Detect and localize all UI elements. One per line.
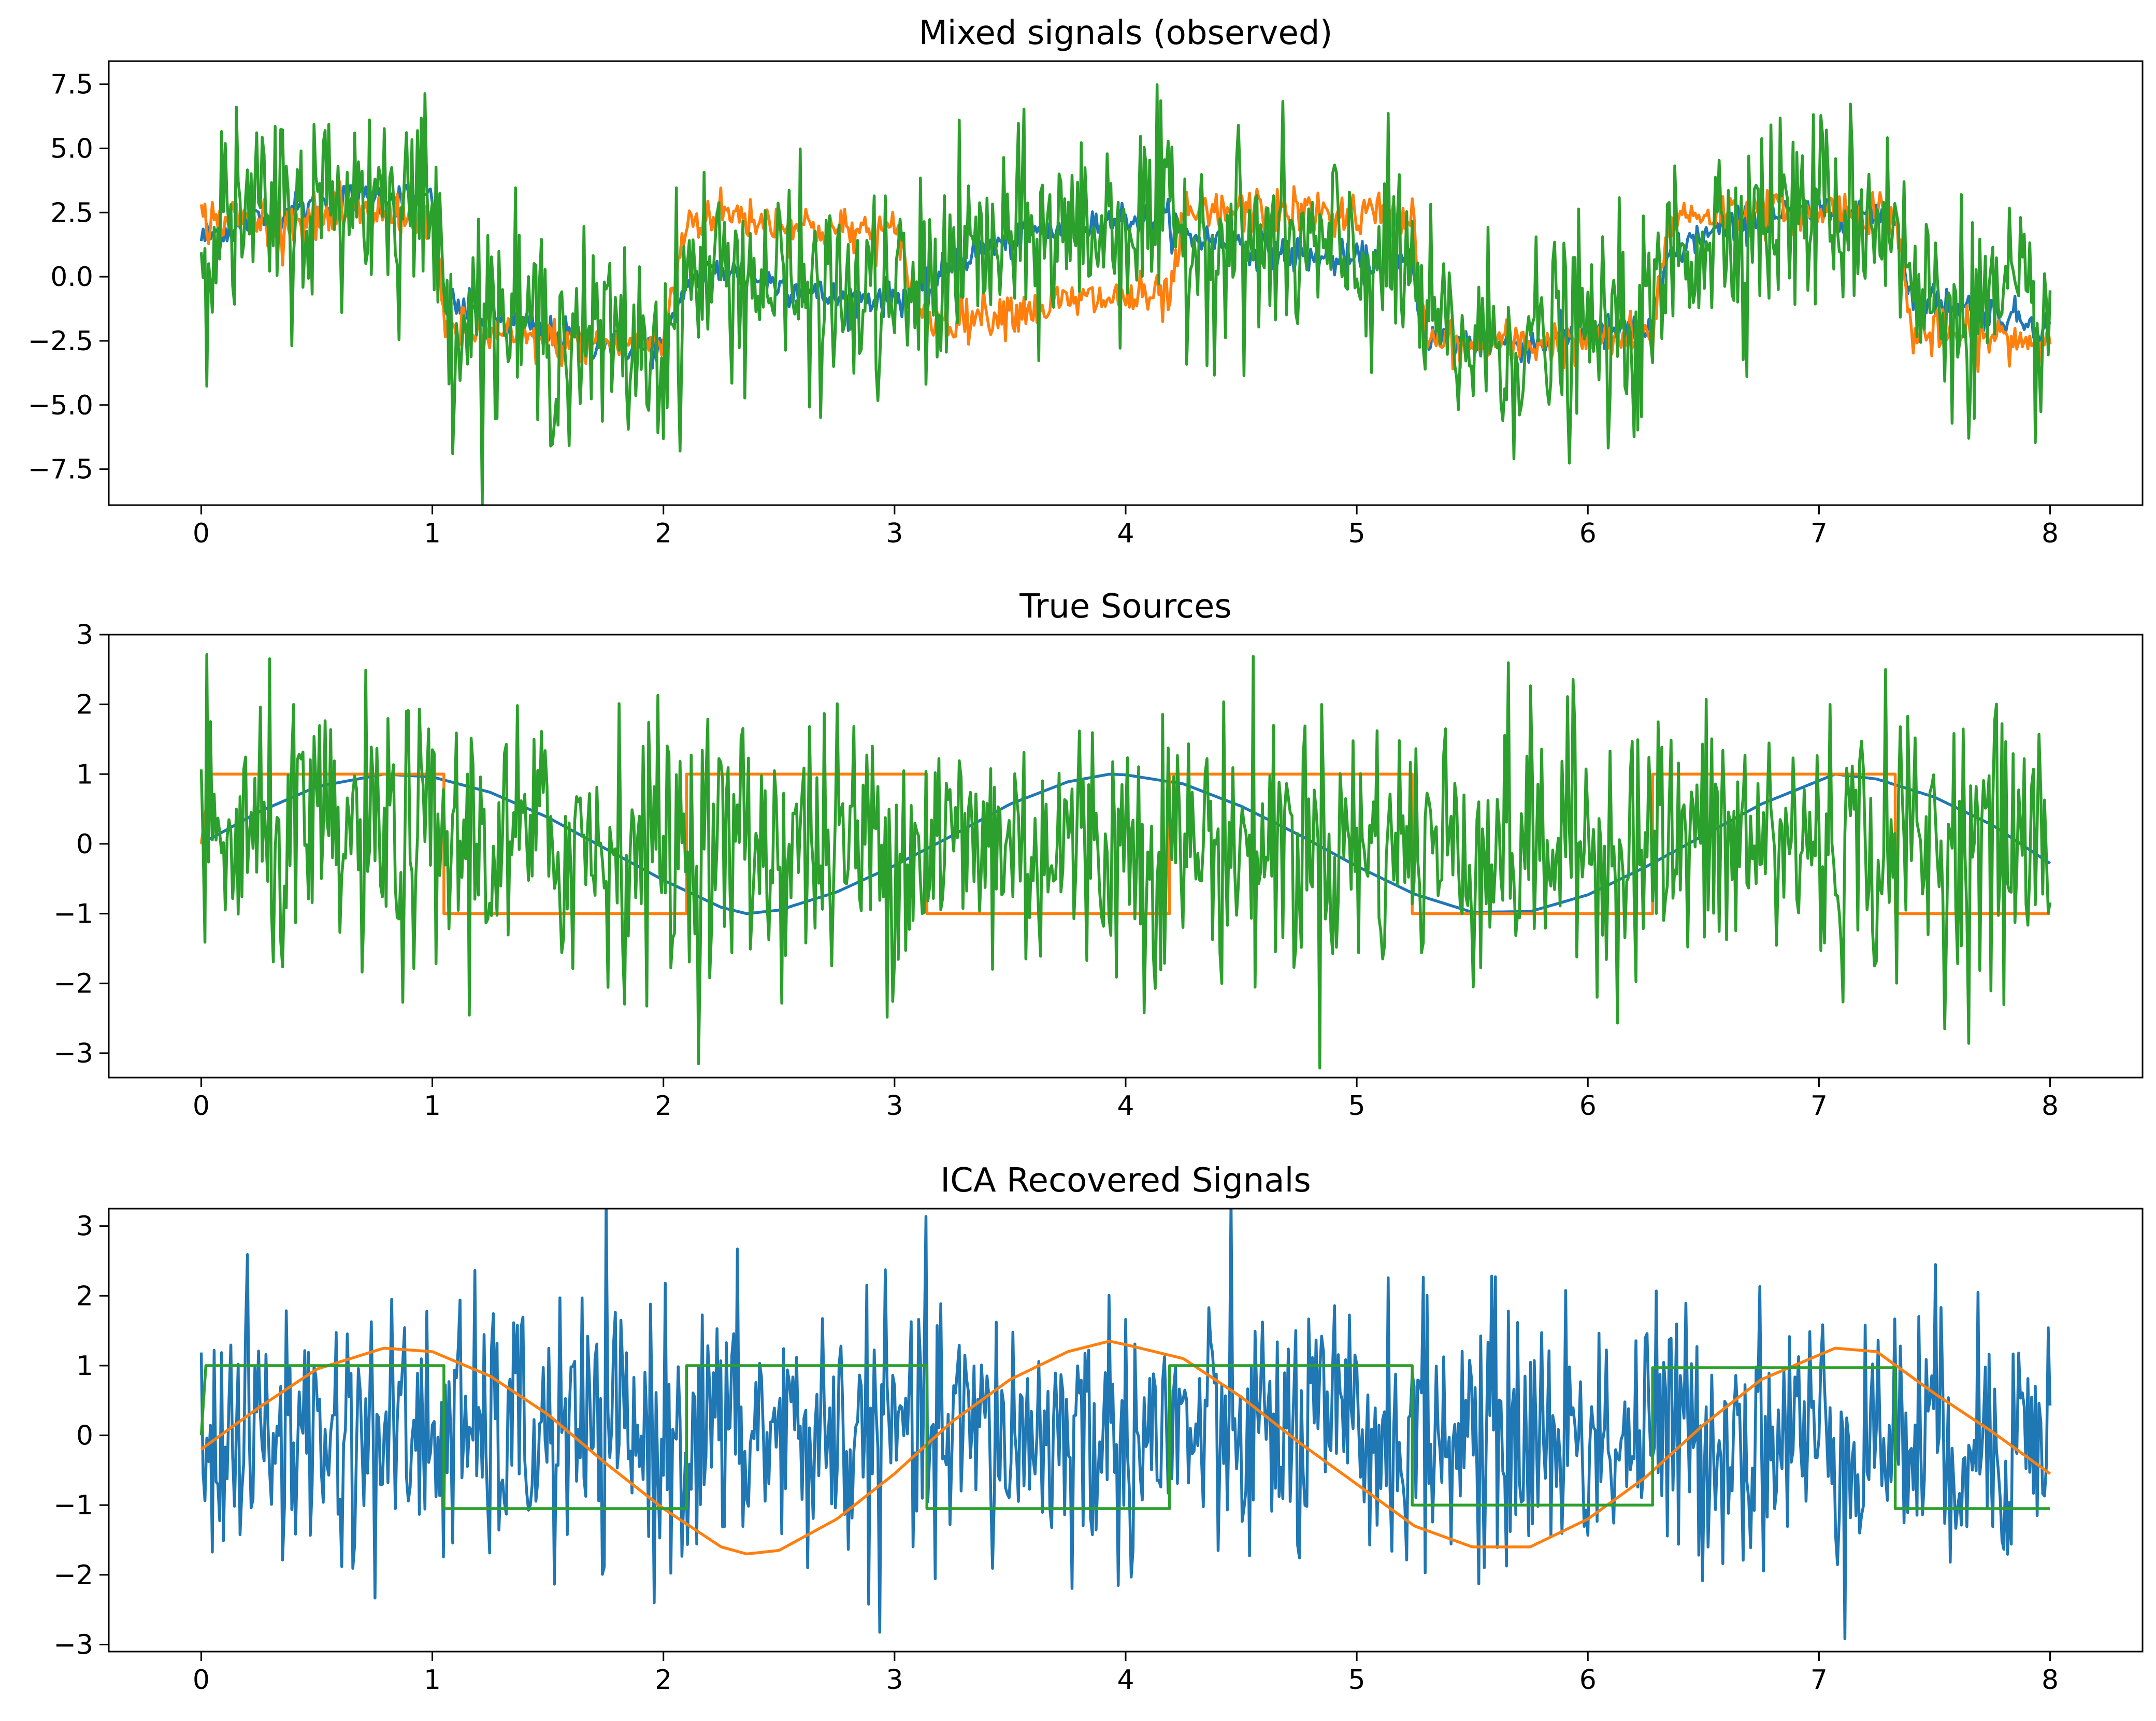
y-tick-label: 1	[76, 1351, 93, 1382]
series-line-2	[200, 1340, 2051, 1556]
y-tick-label: −7.5	[28, 454, 93, 485]
y-tick-label: −2	[53, 968, 93, 999]
x-tick-label: 2	[655, 518, 672, 549]
y-tick-label: 3	[76, 620, 93, 651]
panel-2: True Sources 0 1 2 3 4 5 6 7 8 −3 −2 −1 0 1 2 3	[53, 587, 2144, 1122]
x-tick-label: 7	[1810, 518, 1828, 549]
y-tick-label: −5.0	[28, 390, 93, 421]
x-tick-label: 8	[2042, 1665, 2059, 1696]
series-group	[199, 83, 2052, 505]
series-line-3	[199, 1364, 2050, 1510]
y-tick-label: −3	[53, 1038, 93, 1069]
series-line-3	[199, 653, 2052, 1070]
x-tick-label: 4	[1117, 1091, 1134, 1122]
x-tick-label: 1	[424, 1665, 441, 1696]
y-tick-label: 2	[76, 690, 93, 721]
y-tick-label: 0	[76, 1421, 93, 1452]
panel-title: True Sources	[1019, 587, 1231, 626]
y-tick-label: 1	[76, 759, 93, 790]
x-tick-label: 6	[1579, 1091, 1597, 1122]
y-tick-label: 2	[76, 1281, 93, 1312]
x-tick-label: 0	[193, 1091, 210, 1122]
x-tick-label: 5	[1348, 1091, 1366, 1122]
y-tick-label: 3	[76, 1211, 93, 1242]
x-tick-label: 3	[886, 518, 903, 549]
x-tick-label: 6	[1579, 1665, 1597, 1696]
x-tick-label: 8	[2042, 518, 2059, 549]
y-tick-label: 5.0	[50, 133, 93, 164]
y-tick-label: −2.5	[28, 326, 93, 357]
y-tick-label: −3	[53, 1630, 93, 1661]
x-tick-label: 3	[886, 1091, 903, 1122]
series-line-2	[199, 772, 2050, 915]
y-tick-label: −2	[53, 1560, 93, 1591]
x-tick-label: 8	[2042, 1091, 2059, 1122]
x-tick-label: 6	[1579, 518, 1597, 549]
x-tick-label: 1	[424, 518, 441, 549]
series-group	[199, 1209, 2052, 1641]
series-group	[199, 653, 2052, 1070]
y-tick-label: 2.5	[50, 197, 93, 228]
y-tick-label: −1	[53, 899, 93, 930]
y-tick-label: −1	[53, 1490, 93, 1521]
x-tick-label: 3	[886, 1665, 903, 1696]
series-line-1	[199, 1209, 2052, 1641]
y-tick-label: 7.5	[50, 69, 93, 101]
x-tick-label: 5	[1348, 518, 1366, 549]
x-tick-label: 5	[1348, 1665, 1366, 1696]
panel-title: Mixed signals (observed)	[919, 14, 1333, 52]
series-line-3	[199, 83, 2052, 505]
x-tick-label: 7	[1810, 1665, 1828, 1696]
y-tick-label: 0.0	[50, 262, 93, 293]
x-tick-label: 4	[1117, 1665, 1134, 1696]
x-tick-label: 0	[193, 518, 210, 549]
panel-title: ICA Recovered Signals	[940, 1161, 1311, 1200]
panel-3: ICA Recovered Signals 0 1 2 3 4 5 6 7 8 −3 −2 −1 0 1 2 3	[53, 1161, 2144, 1696]
x-tick-label: 7	[1810, 1091, 1828, 1122]
x-tick-label: 0	[193, 1665, 210, 1696]
x-tick-label: 2	[655, 1091, 672, 1122]
x-tick-label: 1	[424, 1091, 441, 1122]
panel-1: Mixed signals (observed) 0 1 2 3 4 5 6 7 8 −7.5 −5.…	[28, 14, 2144, 549]
x-tick-label: 4	[1117, 518, 1134, 549]
y-tick-label: 0	[76, 829, 93, 860]
x-tick-label: 2	[655, 1665, 672, 1696]
